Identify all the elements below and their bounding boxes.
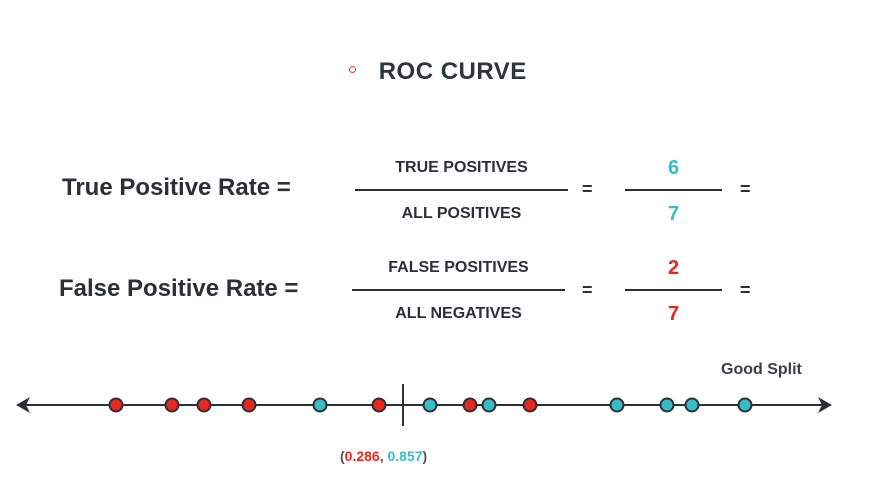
point-teal: [737, 397, 753, 413]
coord-tpr: 0.857: [387, 448, 423, 464]
page-title: ROC CURVE: [378, 58, 527, 85]
fpr-numerator-text: FALSE POSITIVES: [388, 259, 529, 276]
tpr-equals-1: =: [582, 179, 593, 199]
fpr-equals-1: =: [582, 280, 593, 300]
point-red: [522, 397, 538, 413]
tpr-fraction-line: [355, 189, 568, 191]
point-red: [241, 397, 257, 413]
bullet-icon: [349, 65, 357, 73]
fpr-fraction-line: [352, 289, 565, 291]
coord-close: ): [422, 448, 428, 464]
fpr-equals-2: =: [740, 280, 751, 300]
tpr-numerator-value: 6: [667, 157, 680, 179]
point-red: [196, 397, 212, 413]
point-red: [462, 397, 478, 413]
point-teal: [659, 397, 675, 413]
point-red: [108, 397, 124, 413]
fpr-label: False Positive Rate =: [59, 275, 299, 302]
point-teal: [684, 397, 700, 413]
tpr-denominator-value: 7: [667, 203, 680, 225]
point-teal: [312, 397, 328, 413]
points-group: [108, 397, 753, 413]
point-teal: [609, 397, 625, 413]
tpr-equals-2: =: [740, 179, 751, 199]
fpr-value-line: [625, 289, 722, 291]
title-row: ROC CURVE: [0, 58, 876, 86]
good-split-label: Good Split: [721, 361, 802, 378]
fpr-denominator-text: ALL NEGATIVES: [395, 305, 522, 322]
point-teal: [481, 397, 497, 413]
left-arrow-icon: [16, 397, 30, 413]
coord-sep: ,: [379, 448, 388, 464]
tpr-numerator-text: TRUE POSITIVES: [395, 159, 528, 176]
right-arrow-icon: [818, 397, 832, 413]
fpr-denominator-value: 7: [667, 303, 680, 325]
fpr-numerator-value: 2: [667, 257, 680, 279]
coord-open: (: [340, 448, 345, 464]
tpr-denominator-text: ALL POSITIVES: [401, 205, 522, 222]
tpr-label: True Positive Rate =: [62, 174, 291, 201]
number-line: [16, 384, 832, 426]
coord-fpr: 0.286: [344, 448, 380, 464]
point-red: [371, 397, 387, 413]
point-teal: [422, 397, 438, 413]
coordinate-readout: (0.286, 0.857): [340, 448, 427, 464]
point-red: [164, 397, 180, 413]
tpr-value-line: [625, 189, 722, 191]
